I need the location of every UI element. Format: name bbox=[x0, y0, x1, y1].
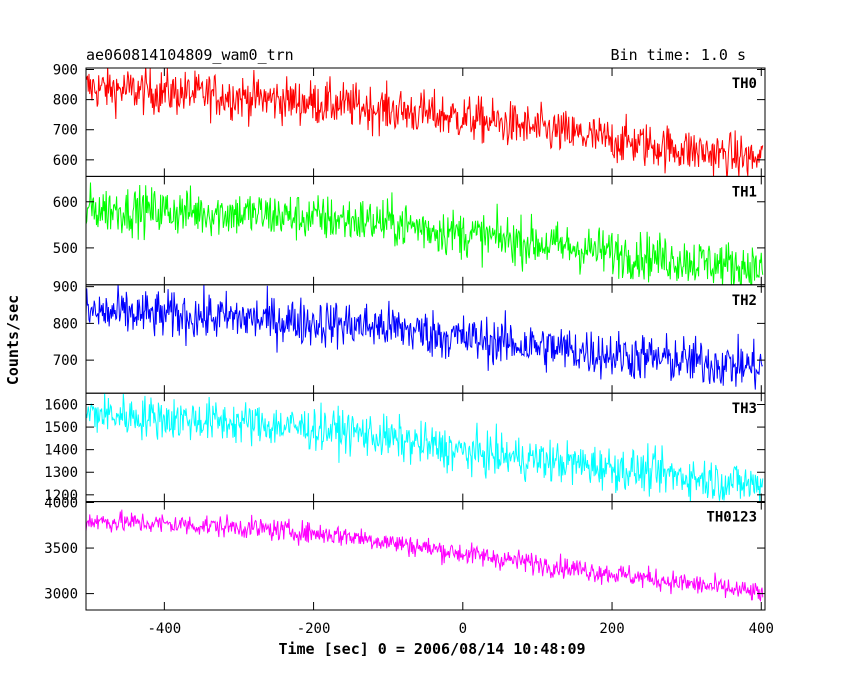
panel-frame bbox=[85, 392, 766, 503]
panel-label-th1: TH1 bbox=[732, 184, 757, 200]
y-tick-label: 900 bbox=[53, 280, 78, 296]
y-tick-label: 1300 bbox=[44, 465, 78, 481]
y-tick-label: 900 bbox=[53, 63, 78, 79]
x-tick-label: -200 bbox=[297, 621, 331, 637]
y-tick-label: 3000 bbox=[44, 587, 78, 603]
series-line-th2 bbox=[86, 284, 763, 390]
x-tick-label: 400 bbox=[749, 621, 774, 637]
panel-frame bbox=[85, 501, 766, 611]
x-axis-label: Time [sec] 0 = 2006/08/14 10:48:09 bbox=[278, 640, 585, 658]
y-axis-label: Counts/sec bbox=[4, 295, 22, 385]
y-tick-label: 500 bbox=[53, 241, 78, 257]
x-tick-label: 0 bbox=[459, 621, 467, 637]
y-tick-label: 1500 bbox=[44, 420, 78, 436]
panel-th2: 700 800 900 TH2 bbox=[53, 280, 766, 394]
chart-title-left: ae060814104809_wam0_trn bbox=[86, 46, 294, 64]
panel-th3: 1200 1300 1400 1500 1600 TH3 bbox=[44, 392, 766, 504]
y-tick-label: 3500 bbox=[44, 541, 78, 557]
y-tick-label: 700 bbox=[53, 123, 78, 139]
panel-label-th2: TH2 bbox=[732, 293, 757, 309]
panel-th0123: 3000 3500 4000 TH0123 bbox=[44, 496, 766, 611]
chart-title-right: Bin time: 1.0 s bbox=[611, 46, 746, 64]
y-tick-label: 1600 bbox=[44, 397, 78, 413]
x-tick-label: 200 bbox=[599, 621, 624, 637]
y-tick-label: 4000 bbox=[44, 496, 78, 512]
y-tick-label: 600 bbox=[53, 153, 78, 169]
y-tick-label: 700 bbox=[53, 353, 78, 369]
y-tick-label: 600 bbox=[53, 195, 78, 211]
panel-label-th0: TH0 bbox=[732, 76, 757, 92]
y-tick-label: 800 bbox=[53, 316, 78, 332]
series-line-th0123 bbox=[86, 509, 764, 603]
panel-th1: 500 600 TH1 bbox=[53, 175, 766, 286]
panel-frame bbox=[85, 284, 766, 394]
y-tick-label: 1400 bbox=[44, 443, 78, 459]
x-tick-label: -400 bbox=[147, 621, 181, 637]
series-line-th3 bbox=[86, 393, 764, 502]
y-tick-label: 1200 bbox=[44, 488, 78, 504]
panels-group: 600 700 800 900 TH0 500 600 TH1 700 800 900 TH2 1200… bbox=[44, 63, 774, 637]
panel-label-th0123: TH0123 bbox=[706, 510, 757, 526]
panel-label-th3: TH3 bbox=[732, 401, 757, 417]
y-tick-label: 800 bbox=[53, 93, 78, 109]
series-line-th1 bbox=[86, 182, 764, 285]
panel-frame bbox=[85, 175, 766, 286]
panel-th0: 600 700 800 900 TH0 bbox=[53, 63, 766, 177]
series-line-th0 bbox=[86, 68, 764, 177]
